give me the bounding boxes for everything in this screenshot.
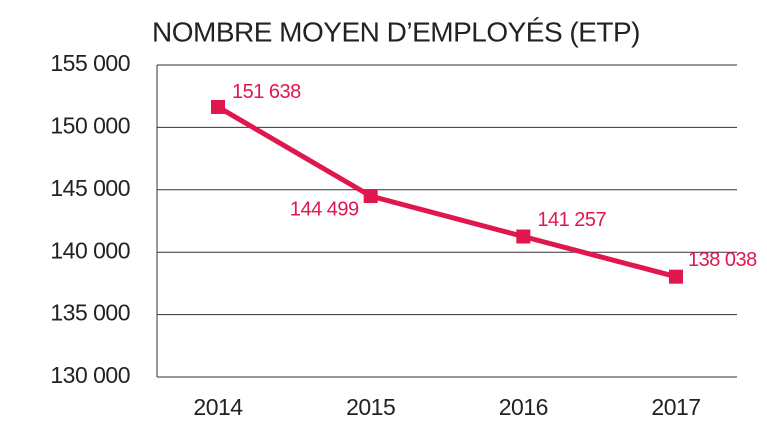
- x-tick-label: 2015: [346, 394, 395, 420]
- marker: [363, 189, 378, 204]
- line: [216, 104, 677, 280]
- data-label: 141 257: [537, 209, 606, 231]
- x-tick-label: 2017: [651, 394, 700, 420]
- x-tick-label: 2014: [193, 394, 243, 420]
- y-tick-label: 130 000: [50, 362, 130, 388]
- marker: [516, 229, 531, 244]
- y-tick-label: 155 000: [50, 50, 130, 76]
- y-tick-label: 140 000: [50, 237, 130, 263]
- data-label: 151 638: [232, 81, 301, 103]
- marker: [211, 99, 225, 114]
- y-tick-label: 150 000: [50, 112, 130, 138]
- marker: [669, 269, 683, 284]
- data-label: 138 038: [688, 249, 757, 271]
- y-tick-label: 145 000: [50, 175, 130, 201]
- x-tick-label: 2016: [499, 394, 548, 420]
- y-tick-label: 135 000: [50, 300, 130, 326]
- data-label: 144 499: [290, 198, 359, 220]
- chart-title: NOMBRE MOYEN D’EMPLOYÉS (ETP): [152, 16, 640, 47]
